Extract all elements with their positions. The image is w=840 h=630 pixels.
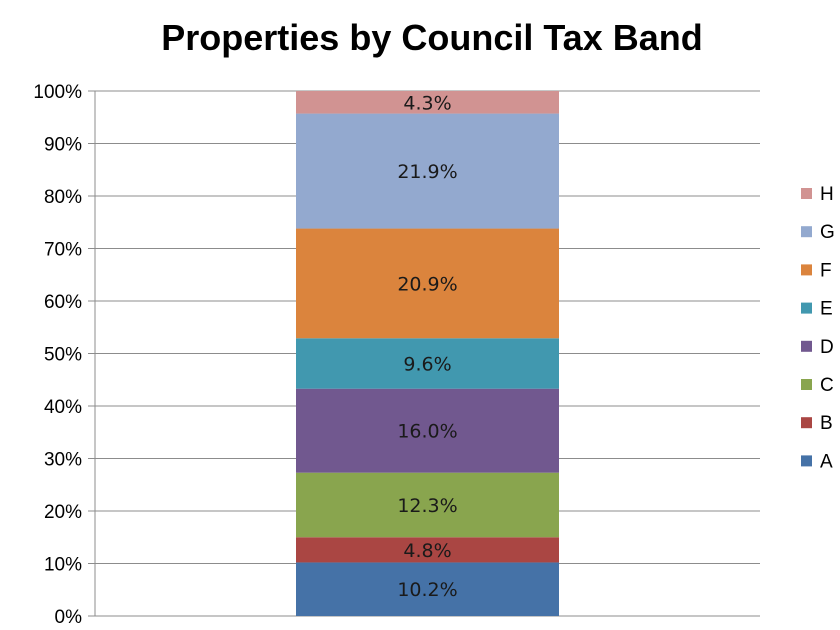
- y-tick-label: 50%: [44, 345, 82, 366]
- y-tick-label: 100%: [33, 82, 82, 103]
- data-label-d: 16.0%: [397, 421, 457, 443]
- bar-segment-c: [296, 472, 559, 538]
- y-tick-label: 90%: [44, 135, 82, 156]
- y-tick-label: 70%: [44, 240, 82, 261]
- bar-segment-b: [296, 537, 559, 563]
- bar-segment-g: [296, 113, 559, 229]
- stacked-bar: [296, 91, 559, 616]
- data-label-a: 10.2%: [397, 579, 457, 601]
- legend-swatch-h: [801, 188, 812, 199]
- legend-swatch-d: [801, 340, 812, 352]
- bar-segment-d: [296, 388, 559, 473]
- data-label-b: 4.8%: [403, 540, 451, 562]
- legend-label-d: D: [820, 337, 834, 358]
- legend-label-c: C: [820, 375, 834, 396]
- bar-segment-f: [296, 228, 559, 339]
- y-tick-label: 80%: [44, 187, 82, 208]
- legend-swatch-c: [801, 379, 812, 390]
- data-labels: 10.2% 4.8% 12.3% 16.0% 9.6% 20.9% 21.9% 4.3%: [397, 92, 457, 601]
- data-label-g: 21.9%: [397, 161, 457, 183]
- y-tick-label: 10%: [44, 555, 82, 576]
- legend-label-g: G: [820, 222, 835, 243]
- chart-title: Properties by Council Tax Band: [161, 17, 702, 58]
- bar-segment-h: [296, 91, 559, 114]
- legend-swatch-b: [801, 417, 812, 429]
- legend-label-f: F: [820, 260, 832, 281]
- legend-label-h: H: [820, 184, 834, 205]
- legend-swatch-f: [801, 264, 812, 276]
- y-tick-label: 30%: [44, 450, 82, 471]
- legend-label-b: B: [820, 413, 833, 434]
- legend-label-e: E: [820, 299, 833, 320]
- data-label-f: 20.9%: [397, 273, 457, 295]
- bar-segment-e: [296, 338, 559, 389]
- data-label-c: 12.3%: [397, 495, 457, 517]
- y-axis: 0% 10% 20% 30% 40% 50% 60% 70% 80% 90% 100%: [33, 82, 96, 628]
- legend-swatch-a: [801, 455, 812, 467]
- legend-swatch-g: [801, 226, 812, 238]
- y-tick-label: 20%: [44, 502, 82, 523]
- bar-segment-a: [296, 562, 559, 616]
- legend-label-a: A: [820, 451, 833, 472]
- data-label-e: 9.6%: [403, 353, 451, 375]
- legend-swatch-e: [801, 302, 812, 314]
- data-label-h: 4.3%: [403, 92, 451, 114]
- y-tick-label: 40%: [44, 397, 82, 418]
- y-tick-label: 60%: [44, 292, 82, 313]
- y-tick-label: 0%: [55, 607, 83, 628]
